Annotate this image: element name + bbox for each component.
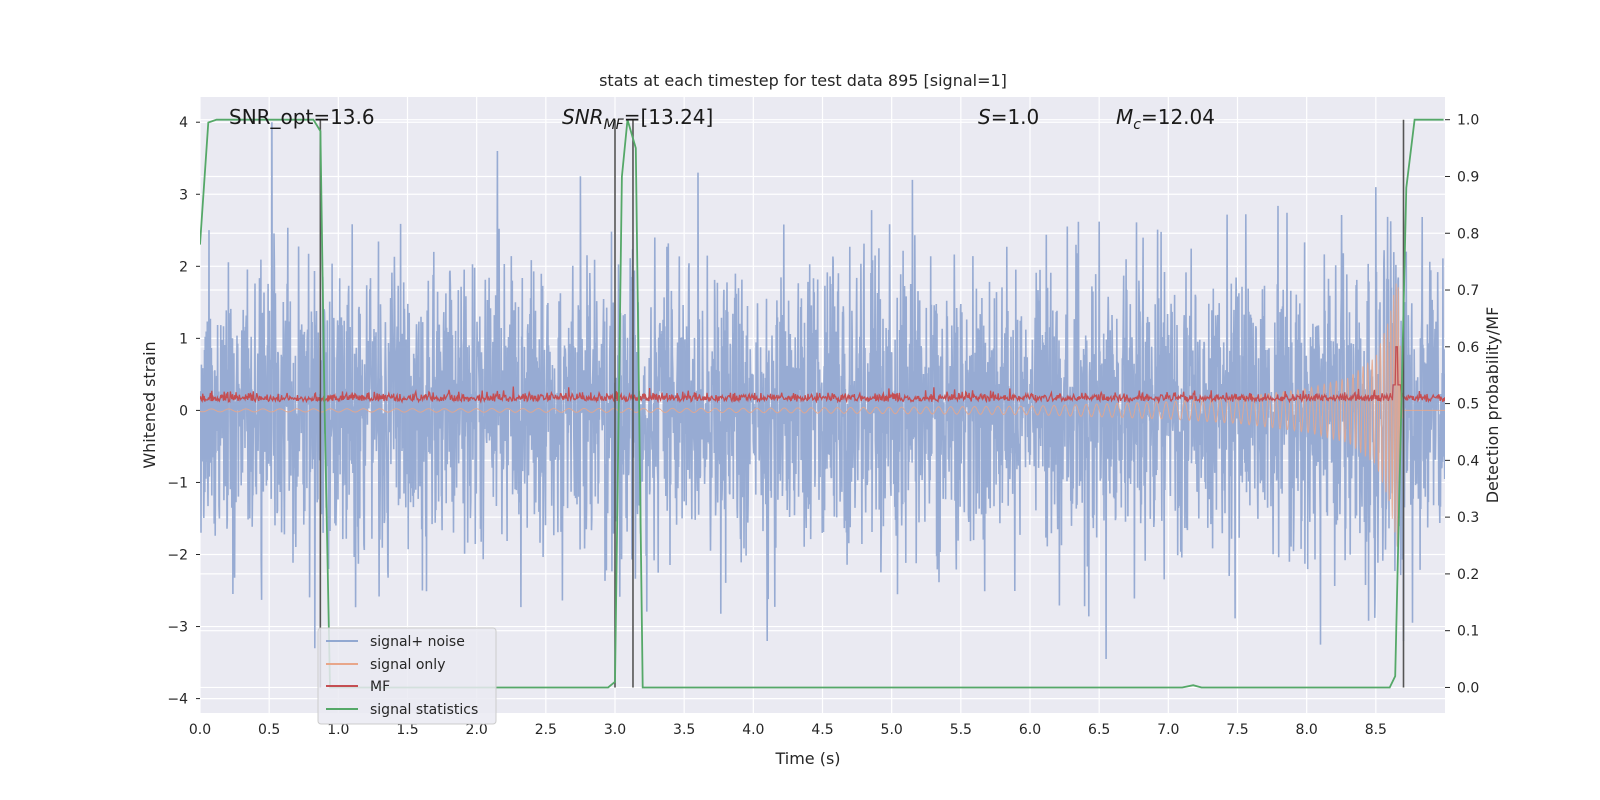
- y2-tick-label: 1.0: [1457, 113, 1479, 129]
- y-tick-label: −2: [167, 547, 188, 563]
- legend-label-signal-only: signal only: [370, 657, 445, 673]
- y2-tick-label: 0.5: [1457, 397, 1479, 413]
- x-ticks: 0.0 0.5 1.0 1.5 2.0 2.5 3.0 3.5 4.0 4.5 5.0 5.5 6.0 6…: [189, 722, 1387, 738]
- x-tick-label: 4.0: [742, 722, 764, 738]
- y2-tick-label: 0.7: [1457, 283, 1479, 299]
- annotation-mc-subscript: c: [1133, 117, 1141, 133]
- x-tick-label: 6.5: [1088, 722, 1110, 738]
- annotation-mc-symbol: M: [1116, 105, 1133, 129]
- y2-tick-label: 0.6: [1457, 340, 1479, 356]
- y2-tick-label: 0.4: [1457, 453, 1479, 469]
- x-tick-label: 8.0: [1296, 722, 1318, 738]
- x-tick-label: 6.0: [1019, 722, 1041, 738]
- legend-label-signal-noise: signal+ noise: [370, 634, 465, 650]
- annotation-s: S=1.0: [978, 105, 1039, 129]
- x-tick-label: 2.0: [466, 722, 488, 738]
- x-tick-label: 8.5: [1365, 722, 1387, 738]
- vertical-markers: [319, 119, 1405, 688]
- x-tick-label: 5.0: [881, 722, 903, 738]
- series-signal-only: [200, 283, 1445, 547]
- annotation-mc-value: =12.04: [1141, 105, 1215, 129]
- x-tick-label: 1.5: [396, 722, 418, 738]
- series-signal-statistics: [200, 118, 1444, 689]
- y-tick-label: 3: [179, 187, 188, 203]
- y-tick-label: 2: [179, 259, 188, 275]
- annotation-snr-mf-symbol: SNR: [562, 105, 604, 129]
- y2-tick-label: 0.9: [1457, 169, 1479, 185]
- y-ticks: 4 3 2 1 0 −1 −2 −3 −4: [167, 115, 200, 708]
- y-tick-label: 1: [179, 331, 188, 347]
- annotation-snr-mf-value: =[13.24]: [624, 105, 714, 129]
- annotation-s-symbol: S: [978, 105, 991, 129]
- annotation-snr-mf-subscript: MF: [604, 117, 625, 133]
- y2-axis-label: Detection probability/MF: [1483, 307, 1502, 504]
- x-axis-label: Time (s): [774, 749, 840, 768]
- x-tick-label: 7.0: [1157, 722, 1179, 738]
- y-tick-label: −3: [167, 620, 188, 636]
- chart-title: stats at each timestep for test data 895…: [599, 71, 1007, 90]
- y2-tick-label: 0.8: [1457, 226, 1479, 242]
- legend-box: [317, 627, 497, 725]
- y2-tick-label: 0.3: [1457, 510, 1479, 526]
- legend-label-mf: MF: [370, 679, 390, 695]
- series-mf: [200, 346, 1445, 404]
- x-tick-label: 7.5: [1226, 722, 1248, 738]
- x-tick-label: 3.0: [604, 722, 626, 738]
- x-tick-label: 0.5: [258, 722, 280, 738]
- y-tick-label: −4: [167, 692, 188, 708]
- x-tick-label: 3.5: [673, 722, 695, 738]
- y2-tick-label: 0.2: [1457, 567, 1479, 583]
- y-tick-label: 4: [179, 115, 188, 131]
- y2-tick-label: 0.0: [1457, 680, 1479, 696]
- annotation-mc: Mc=12.04: [1116, 105, 1215, 133]
- x-tick-label: 5.5: [950, 722, 972, 738]
- y2-ticks: 1.0 0.9 0.8 0.7 0.6 0.5 0.4 0.3 0.2 0.1 0.0: [1445, 113, 1479, 696]
- y-axis-label: Whitened strain: [140, 341, 159, 468]
- y-tick-label: −1: [167, 475, 188, 491]
- series-signal-noise: [200, 122, 1445, 660]
- x-tick-label: 0.0: [189, 722, 211, 738]
- annotation-snr-opt: SNR_opt=13.6: [229, 105, 375, 129]
- annotation-snr-mf: SNRMF=[13.24]: [562, 105, 713, 133]
- legend: signal+ noise signal only MF signal stat…: [317, 627, 497, 725]
- y2-tick-label: 0.1: [1457, 624, 1479, 640]
- y-tick-label: 0: [179, 403, 188, 419]
- x-tick-label: 4.5: [811, 722, 833, 738]
- x-tick-label: 2.5: [535, 722, 557, 738]
- legend-label-signal-statistics: signal statistics: [370, 702, 478, 718]
- annotation-s-value: =1.0: [991, 105, 1040, 129]
- x-tick-label: 1.0: [327, 722, 349, 738]
